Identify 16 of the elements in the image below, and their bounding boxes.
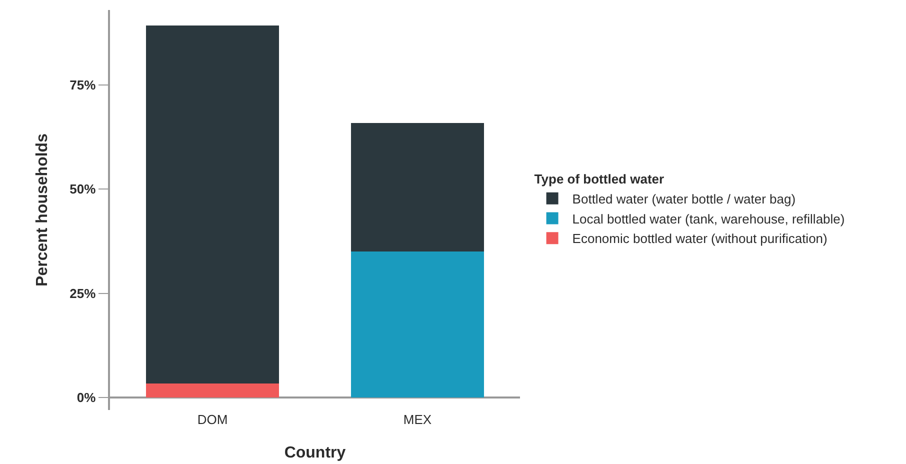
y-tick-label: 25%	[70, 286, 96, 301]
y-tick-label: 0%	[76, 390, 96, 406]
legend-title: Type of bottled water	[534, 171, 664, 186]
y-tick-label: 50%	[70, 182, 96, 197]
x-axis-title: Country	[284, 444, 346, 462]
bar	[146, 383, 280, 398]
legend-label: Bottled water (water bottle / water bag)	[572, 191, 796, 206]
legend-label: Economic bottled water (without purification)	[572, 231, 828, 246]
legend-label: Local bottled water (tank, warehouse, refillable)	[572, 211, 845, 226]
bar	[350, 251, 484, 398]
bar	[350, 122, 484, 252]
y-tick-label: 75%	[70, 78, 96, 93]
bar	[146, 25, 280, 384]
x-tick-label: MEX	[403, 412, 432, 427]
x-tick-label: DOM	[197, 412, 228, 427]
y-axis-title: Percent households	[34, 133, 52, 286]
